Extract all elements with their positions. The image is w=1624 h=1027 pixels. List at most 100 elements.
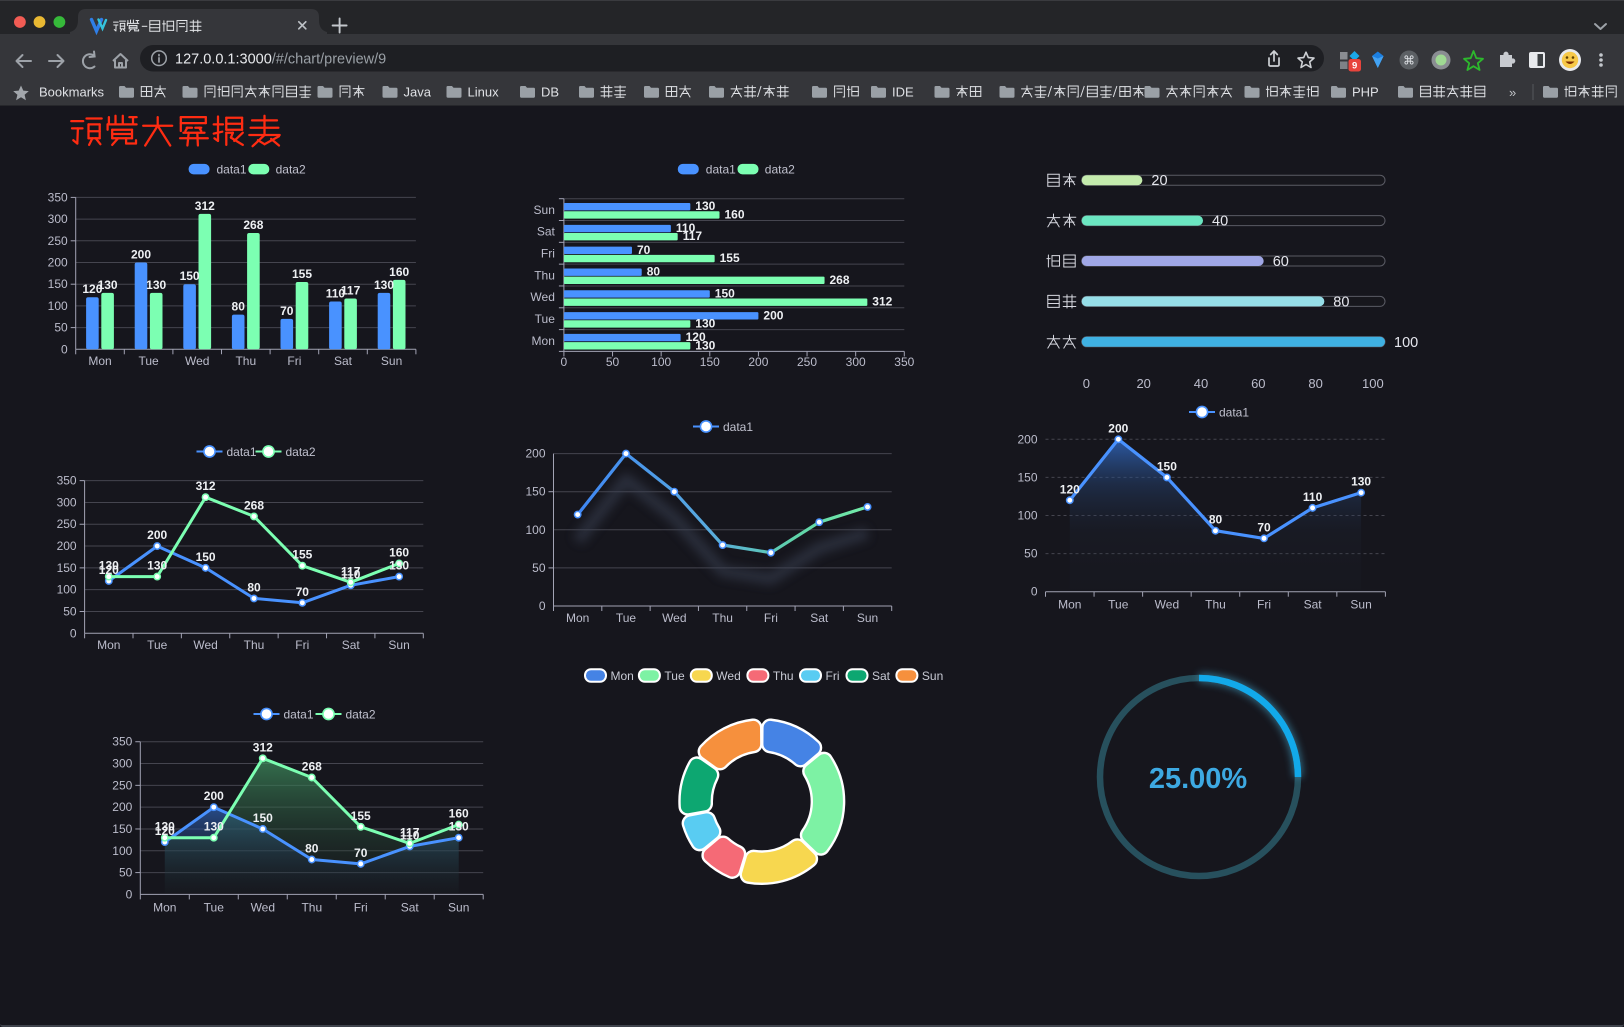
svg-text:Fri: Fri — [1257, 598, 1271, 612]
svg-text:120: 120 — [99, 563, 119, 577]
svg-text:Fri: Fri — [826, 669, 840, 683]
svg-text:312: 312 — [253, 740, 273, 754]
svg-text:Fri: Fri — [354, 901, 368, 915]
svg-text:312: 312 — [195, 199, 215, 213]
svg-text:Tue: Tue — [616, 611, 637, 625]
svg-text:0: 0 — [1083, 376, 1090, 391]
svg-text:350: 350 — [57, 474, 77, 488]
svg-text:Fri: Fri — [295, 638, 309, 652]
svg-text:Thu: Thu — [1205, 598, 1226, 612]
svg-text:50: 50 — [1024, 547, 1038, 561]
svg-text:312: 312 — [196, 479, 216, 493]
svg-text:Tue: Tue — [138, 354, 159, 368]
svg-text:110: 110 — [676, 221, 696, 235]
svg-text:Sat: Sat — [342, 638, 361, 652]
svg-text:40: 40 — [1212, 214, 1228, 230]
svg-text:150: 150 — [1017, 470, 1037, 484]
svg-text:20: 20 — [1151, 173, 1167, 189]
svg-text:100: 100 — [48, 299, 68, 313]
svg-text:data2: data2 — [276, 162, 306, 176]
svg-text:25.00%: 25.00% — [1149, 763, 1248, 795]
svg-text:80: 80 — [232, 300, 246, 314]
svg-text:Fri: Fri — [541, 247, 555, 261]
svg-text:150: 150 — [57, 561, 77, 575]
svg-text:50: 50 — [119, 866, 133, 880]
svg-text:0: 0 — [61, 342, 68, 356]
svg-text:155: 155 — [351, 809, 371, 823]
svg-text:Sat: Sat — [810, 611, 829, 625]
svg-text:200: 200 — [112, 800, 132, 814]
svg-text:155: 155 — [720, 251, 740, 265]
svg-text:130: 130 — [449, 820, 469, 834]
svg-text:100: 100 — [1017, 509, 1037, 523]
svg-text:Mon: Mon — [1058, 598, 1081, 612]
svg-text:268: 268 — [302, 760, 322, 774]
svg-text:117: 117 — [400, 825, 420, 839]
svg-text:300: 300 — [48, 212, 68, 226]
svg-text:200: 200 — [1108, 421, 1128, 435]
svg-text:0: 0 — [1031, 585, 1038, 599]
svg-text:100: 100 — [1394, 335, 1418, 351]
svg-text:80: 80 — [1308, 376, 1322, 391]
svg-text:Sat: Sat — [401, 901, 420, 915]
svg-text:117: 117 — [683, 229, 703, 243]
svg-text:300: 300 — [112, 757, 132, 771]
svg-text:Sun: Sun — [381, 354, 402, 368]
svg-text:40: 40 — [1194, 376, 1208, 391]
svg-text:130: 130 — [1351, 475, 1371, 489]
svg-text:130: 130 — [374, 278, 394, 292]
svg-text:Mon: Mon — [153, 901, 176, 915]
svg-text:Sun: Sun — [857, 611, 878, 625]
svg-text:Tue: Tue — [204, 901, 225, 915]
svg-text:»: » — [1509, 85, 1516, 100]
svg-text:350: 350 — [112, 735, 132, 749]
svg-text:Sun: Sun — [1350, 598, 1371, 612]
svg-text:Tue: Tue — [535, 312, 556, 326]
svg-text:150: 150 — [1157, 459, 1177, 473]
svg-text:70: 70 — [637, 243, 651, 257]
svg-text:9: 9 — [1352, 61, 1357, 72]
svg-text:268: 268 — [243, 218, 263, 232]
svg-text:Sun: Sun — [388, 638, 409, 652]
svg-text:130: 130 — [695, 338, 715, 352]
svg-text:data1: data1 — [723, 420, 753, 434]
svg-text:100: 100 — [1362, 376, 1384, 391]
svg-text:Thu: Thu — [773, 669, 794, 683]
svg-text:160: 160 — [389, 546, 409, 560]
svg-text:data1: data1 — [227, 445, 257, 459]
svg-text:110: 110 — [341, 567, 361, 581]
svg-text:130: 130 — [389, 559, 409, 573]
svg-text:Thu: Thu — [301, 901, 322, 915]
svg-text:200: 200 — [48, 256, 68, 270]
svg-text:130: 130 — [147, 559, 167, 573]
svg-text:0: 0 — [126, 887, 133, 901]
svg-text:Mon: Mon — [566, 611, 589, 625]
svg-text:data1: data1 — [1219, 405, 1249, 419]
svg-text:100: 100 — [525, 523, 545, 537]
svg-text:350: 350 — [894, 355, 914, 369]
svg-text:DB: DB — [541, 85, 559, 100]
svg-text:Thu: Thu — [534, 268, 555, 282]
svg-text:Sat: Sat — [1304, 598, 1323, 612]
svg-text:160: 160 — [389, 265, 409, 279]
svg-text:Mon: Mon — [532, 334, 555, 348]
svg-text:250: 250 — [112, 778, 132, 792]
svg-text:Tue: Tue — [1108, 598, 1129, 612]
svg-text:Wed: Wed — [1155, 598, 1179, 612]
svg-text:110: 110 — [1303, 490, 1323, 504]
svg-text:80: 80 — [1209, 513, 1223, 527]
svg-text:70: 70 — [296, 585, 310, 599]
svg-text:200: 200 — [204, 789, 224, 803]
svg-text:60: 60 — [1251, 376, 1265, 391]
svg-text:80: 80 — [247, 580, 261, 594]
svg-text:Wed: Wed — [530, 290, 554, 304]
svg-text:Thu: Thu — [244, 638, 265, 652]
svg-text:155: 155 — [292, 548, 312, 562]
svg-text:Mon: Mon — [611, 669, 634, 683]
svg-text:120: 120 — [1060, 482, 1080, 496]
svg-text:70: 70 — [1257, 520, 1271, 534]
svg-text:350: 350 — [48, 190, 68, 204]
svg-text:200: 200 — [131, 248, 151, 262]
svg-text:60: 60 — [1273, 254, 1289, 270]
svg-text:155: 155 — [292, 267, 312, 281]
